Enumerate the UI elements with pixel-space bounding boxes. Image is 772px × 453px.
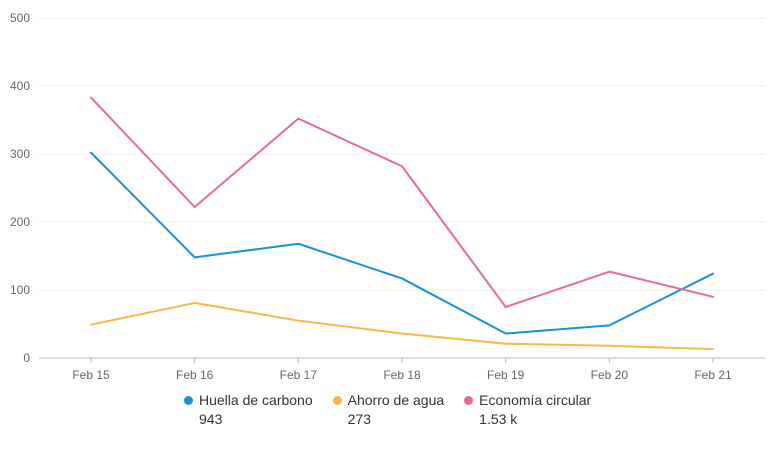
x-tick-label: Feb 20 <box>591 368 629 382</box>
y-tick-label: 300 <box>10 147 30 161</box>
x-tick-label: Feb 15 <box>72 368 110 382</box>
legend-total-economia: 1.53 k <box>479 411 518 427</box>
legend-marker-huella <box>184 395 193 405</box>
legend-item-huella[interactable]: Huella de carbono 943 <box>184 392 313 427</box>
series-line-1[interactable] <box>90 301 714 351</box>
series-line-0[interactable] <box>90 151 714 335</box>
y-tick-label: 0 <box>23 351 30 365</box>
x-tick-label: Feb 18 <box>383 368 421 382</box>
y-tick-label: 500 <box>10 11 30 25</box>
legend-total-huella: 943 <box>199 411 223 427</box>
legend-label-agua: Ahorro de agua <box>347 392 445 408</box>
legend-marker-agua <box>332 395 342 405</box>
series-lines <box>90 96 714 351</box>
legend-item-agua[interactable]: Ahorro de agua 273 <box>332 392 445 427</box>
grid-lines <box>39 17 765 291</box>
legend: Huella de carbono 943 Ahorro de agua 273… <box>184 392 591 427</box>
y-tick-label: 200 <box>10 215 30 229</box>
x-tick-label: Feb 19 <box>487 368 525 382</box>
series-line-2[interactable] <box>90 96 714 308</box>
x-tick-label: Feb 16 <box>176 368 214 382</box>
x-tick-label: Feb 17 <box>280 368 318 382</box>
x-tick-label: Feb 21 <box>694 368 732 382</box>
legend-label-economia: Economía circular <box>479 392 592 408</box>
legend-label-huella: Huella de carbono <box>199 392 313 408</box>
x-axis: Feb 15 Feb 16 Feb 17 Feb 18 Feb 19 Feb 20 Feb … <box>39 357 765 382</box>
y-axis: 0 100 200 300 400 500 <box>10 11 30 365</box>
legend-item-economia[interactable]: Economía circular 1.53 k <box>464 392 591 427</box>
y-tick-label: 400 <box>10 79 30 93</box>
y-tick-label: 100 <box>10 283 30 297</box>
legend-marker-economia <box>464 395 474 405</box>
legend-total-agua: 273 <box>347 411 371 427</box>
